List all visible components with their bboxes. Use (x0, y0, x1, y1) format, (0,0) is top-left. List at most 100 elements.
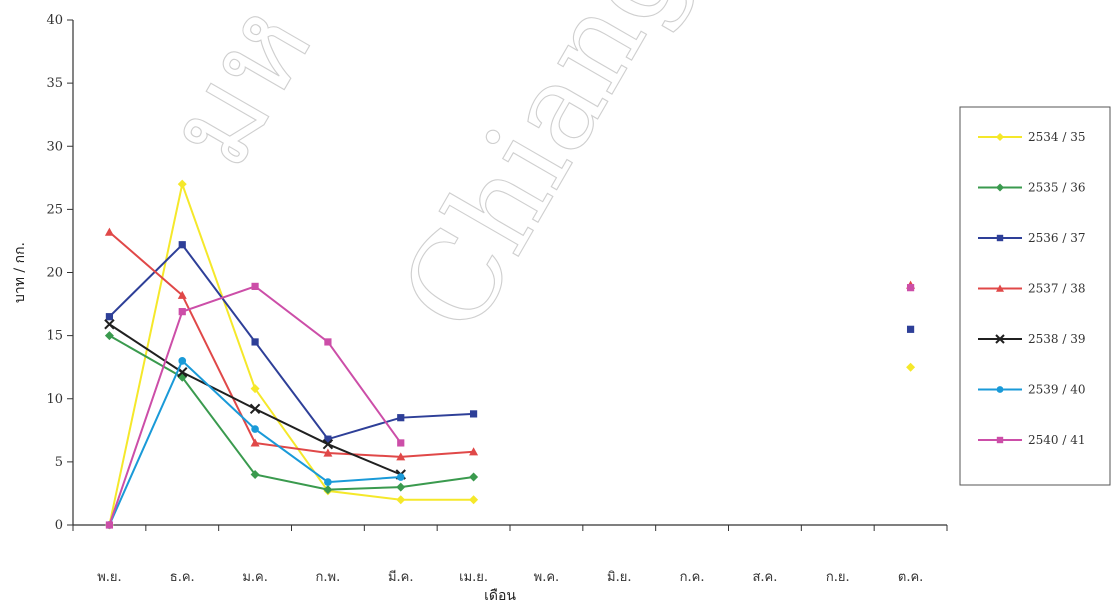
data-point (469, 447, 479, 456)
data-point (906, 362, 916, 372)
y-tick-label: 40 (46, 13, 63, 28)
legend-label: 2540 / 41 (1028, 433, 1085, 447)
legend-swatch-marker (996, 386, 1004, 393)
legend-label: 2538 / 39 (1028, 332, 1085, 346)
data-point (104, 227, 114, 236)
y-tick-label: 10 (46, 392, 63, 407)
data-point (177, 179, 187, 189)
legend-label: 2535 / 36 (1028, 181, 1085, 195)
axes: 0 5 10 15 20 25 30 35 40 พ.ย. ธ.ค. ม.ค. ก.พ. มี.ค. เม.… (12, 13, 948, 604)
legend-item: 2535 / 36 (978, 181, 1085, 195)
x-tick-label: เม.ย. (459, 570, 488, 585)
x-marker-stroke (249, 403, 261, 415)
legend-label: 2534 / 35 (1028, 130, 1085, 144)
x-tick-label: มี.ค. (388, 569, 414, 585)
x-tick-label: มิ.ย. (607, 570, 631, 585)
series-line (108, 180, 474, 526)
data-point (105, 521, 114, 529)
legend-item: 2538 / 39 (978, 332, 1085, 346)
x-tick-label: ก.ค. (680, 570, 705, 585)
legend-item: 2536 / 37 (978, 231, 1085, 245)
series-layer (104, 179, 916, 530)
series-2536---37 (105, 241, 915, 443)
data-point (251, 425, 259, 433)
legend-swatch-marker (996, 284, 1004, 292)
data-point (396, 495, 406, 505)
data-point (178, 241, 186, 249)
data-point (250, 384, 260, 394)
x-tick-label: พ.ย. (97, 570, 121, 585)
y-tick-label: 30 (46, 139, 63, 154)
x-tick-label: ส.ค. (752, 570, 777, 585)
legend-label: 2537 / 38 (1028, 282, 1085, 296)
data-point (251, 282, 259, 290)
data-point (104, 331, 114, 341)
y-tick-label: 0 (55, 518, 63, 533)
x-marker-stroke (177, 367, 188, 378)
series-2535---36 (104, 331, 479, 495)
data-point (249, 403, 261, 415)
data-point (250, 438, 260, 447)
legend-item: 2537 / 38 (978, 282, 1085, 296)
x-tick-label: ก.ย. (826, 570, 850, 585)
legend-swatch-marker (995, 334, 1005, 344)
series-2537---38 (104, 227, 916, 461)
legend-item: 2540 / 41 (978, 433, 1085, 447)
data-point (469, 472, 479, 482)
y-tick-label: 5 (55, 455, 63, 470)
data-point (322, 438, 334, 450)
legend-box (959, 106, 1111, 486)
legend-label: 2536 / 37 (1028, 231, 1085, 245)
x-tick-label: ต.ค. (898, 570, 923, 585)
x-tick-label: ม.ค. (242, 570, 268, 585)
x-tick-label: พ.ค. (534, 570, 560, 585)
data-point (906, 325, 915, 333)
data-point (324, 435, 332, 443)
legend-swatch-marker (996, 133, 1004, 141)
legend-item: 2539 / 40 (978, 383, 1085, 397)
y-tick-label: 15 (46, 329, 63, 344)
data-point (397, 414, 405, 422)
data-point (324, 478, 332, 486)
x-marker-stroke (322, 438, 334, 450)
x-axis-title: เดือน (484, 588, 516, 604)
legend-label: 2539 / 40 (1028, 383, 1085, 397)
x-tick-label: ธ.ค. (170, 570, 195, 585)
data-point (469, 495, 479, 505)
data-point (104, 319, 115, 330)
data-point (178, 308, 186, 316)
data-point (396, 473, 405, 481)
data-point (469, 410, 478, 418)
y-axis-title: บาท / กก. (12, 242, 28, 303)
x-marker-stroke (995, 334, 1005, 344)
series-line (108, 334, 474, 491)
legend-item: 2534 / 35 (978, 130, 1085, 144)
data-point (396, 482, 406, 492)
x-tick-label: ก.พ. (316, 570, 341, 585)
data-point (396, 452, 406, 461)
series-line (108, 243, 474, 441)
legend-swatch-marker (996, 436, 1004, 444)
y-tick-label: 25 (46, 202, 63, 217)
legend-swatch-marker (996, 234, 1004, 242)
data-point (250, 470, 260, 479)
x-marker-stroke (104, 319, 115, 330)
series-line (108, 231, 474, 458)
data-point (324, 338, 332, 346)
legend: 2534 / 35 2535 / 36 2536 / 37 2537 / 38 2538… (959, 106, 1111, 486)
y-tick-label: 20 (46, 266, 63, 281)
data-point (177, 290, 187, 299)
data-point (105, 313, 114, 321)
legend-swatch-marker (996, 183, 1004, 192)
watermark-text-1: มห (140, 0, 339, 189)
watermark-text-2: Chiang (375, 0, 712, 355)
data-point (397, 439, 405, 447)
data-point (323, 485, 333, 495)
data-point (906, 284, 915, 292)
series-2540---41 (105, 282, 915, 529)
y-tick-label: 35 (46, 76, 63, 91)
data-point (251, 338, 259, 346)
data-point (178, 357, 187, 365)
data-point (323, 448, 333, 457)
